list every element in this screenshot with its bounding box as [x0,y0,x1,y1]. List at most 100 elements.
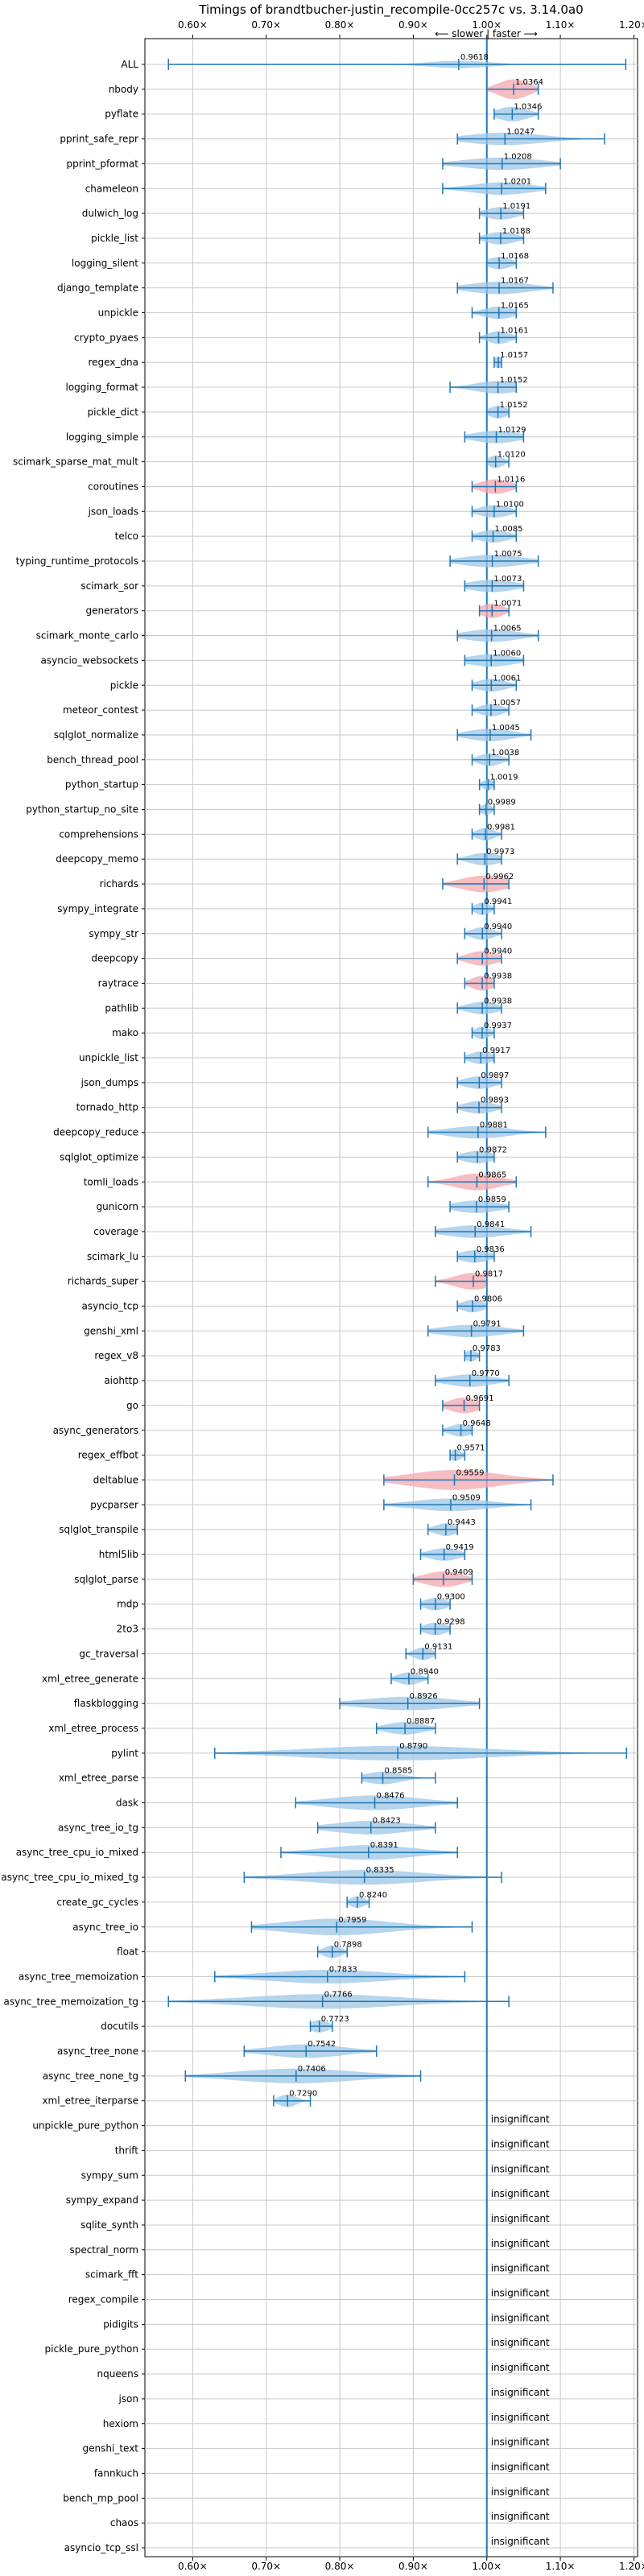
y-tick-label: regex_compile [68,2294,138,2306]
median-label: 0.9937 [484,1022,512,1030]
median-label: 1.0129 [498,426,526,435]
median-label: 0.8585 [384,1767,412,1776]
y-tick-label: unpickle_pure_python [32,2120,138,2132]
median-label: 1.0120 [497,451,526,460]
median-label: 0.8240 [359,1891,387,1900]
median-label: 1.0167 [501,277,529,286]
median-label: 1.0191 [502,202,530,211]
y-tick-label: xml_etree_generate [42,1673,138,1684]
y-tick-label: sqlglot_normalize [54,729,138,741]
y-tick-label: coverage [93,1226,138,1237]
y-tick-label: html5lib [99,1549,138,1560]
y-tick-label: async_tree_cpu_io_mixed [16,1847,138,1858]
median-label: 0.9571 [457,1444,485,1453]
median-label: 0.9981 [487,823,515,832]
y-tick-label: gunicorn [97,1201,138,1212]
median-label: 1.0201 [503,177,531,186]
median-label: 0.8926 [410,1692,438,1701]
median-label: 0.7766 [324,1990,353,1999]
median-label: 0.9509 [452,1493,481,1502]
median-label: 1.0116 [497,475,525,484]
median-label: 0.9881 [480,1121,508,1130]
x-tick-label-top: 1.10× [546,19,576,31]
y-tick-label: flaskblogging [74,1698,138,1709]
median-label: 0.9806 [474,1295,502,1304]
y-tick-label: sympy_integrate [57,903,138,914]
y-tick-label: pyflate [105,109,138,120]
y-tick-labels: ALL nbody pyflate pprint_safe_repr pprint_pf… [1,59,145,2553]
y-tick-label: richards [100,878,138,890]
median-label: 0.9131 [424,1642,452,1651]
median-label: 1.0060 [493,649,521,658]
y-tick-label: telco [115,530,138,542]
y-tick-label: deepcopy_memo [56,853,138,865]
y-tick-label: go [126,1400,138,1411]
y-tick-label: unpickle_list [79,1052,138,1063]
y-tick-label: async_tree_none_tg [43,2070,138,2082]
x-tick-label-top: 0.70× [251,19,281,31]
median-label: 1.0157 [500,351,528,360]
median-label: 1.0168 [501,252,529,261]
y-tick-label: pathlib [105,1002,138,1013]
y-tick-label: mako [112,1027,138,1038]
y-tick-label: sqlglot_optimize [60,1151,138,1162]
y-tick-label: pickle_list [91,233,138,244]
chart-title: Timings of brandtbucher-justin_recompile… [198,2,583,18]
y-tick-label: xml_etree_iterparse [42,2095,138,2107]
median-label: 1.0152 [500,376,528,385]
y-tick-label: sqlite_synth [80,2219,138,2231]
insignificant-label: insignificant [491,2263,550,2274]
y-tick-label: pycparser [90,1499,138,1510]
median-label: 0.7406 [298,2065,326,2074]
insignificant-label: insignificant [491,2188,550,2199]
median-label: 0.9989 [488,799,516,807]
y-tick-label: bench_thread_pool [47,754,138,766]
y-tick-label: regex_v8 [94,1350,138,1361]
median-label: 1.0038 [491,749,519,758]
median-label: 0.9938 [484,997,512,1005]
insignificant-label: insignificant [491,2138,550,2149]
y-tick-label: async_tree_memoization_tg [4,1996,138,2007]
y-tick-label: regex_dna [88,357,138,368]
median-label: 1.0364 [515,78,543,87]
y-tick-label: ALL [121,59,138,70]
y-tick-label: pickle_dict [88,407,139,418]
insignificant-label: insignificant [491,2288,550,2299]
median-label: 1.0075 [494,550,522,559]
y-tick-label: xml_etree_process [48,1723,138,1734]
y-tick-label: sympy_expand [66,2194,138,2206]
median-label: 0.9618 [460,53,489,62]
y-tick-label: generators [85,605,138,617]
median-label: 0.9409 [445,1568,473,1577]
y-tick-label: dask [116,1798,138,1809]
y-tick-label: genshi_xml [84,1325,138,1336]
insignificant-label: insignificant [491,2511,550,2522]
x-tick-label-top: 0.90× [398,19,428,31]
y-tick-label: hexiom [103,2418,138,2429]
x-tick-label-bottom: 0.70× [251,2561,281,2572]
median-label: 0.9770 [472,1369,500,1378]
median-label: 0.9817 [475,1270,503,1279]
y-tick-label: python_startup [65,779,138,791]
y-tick-label: python_startup_no_site [26,804,138,815]
median-label: 1.0152 [500,401,528,410]
insignificant-label: insignificant [491,2461,550,2472]
y-tick-label: pickle_pure_python [45,2343,138,2355]
y-tick-label: sympy_str [89,928,138,939]
y-tick-label: gc_traversal [79,1648,138,1659]
y-tick-label: async_tree_none [57,2046,138,2057]
plot-area [144,38,638,2557]
y-tick-label: asyncio_tcp [81,1301,138,1312]
median-label: 0.8887 [407,1717,435,1726]
y-tick-label: chameleon [85,183,138,194]
y-tick-label: pprint_pformat [67,158,139,169]
median-label: 0.8790 [399,1742,427,1751]
violins: 0.9618 1.0364 1.0346 1.0247 1.0208 1.0201 1.01… [167,39,628,2557]
insignificant-label: insignificant [491,2387,550,2398]
x-tick-label-bottom: 1.20× [619,2561,644,2572]
median-label: 0.9691 [466,1394,494,1403]
median-label: 0.9941 [484,898,512,906]
median-label: 0.9917 [482,1046,510,1055]
y-tick-label: richards_super [68,1276,138,1287]
insignificant-label: insignificant [491,2114,550,2125]
